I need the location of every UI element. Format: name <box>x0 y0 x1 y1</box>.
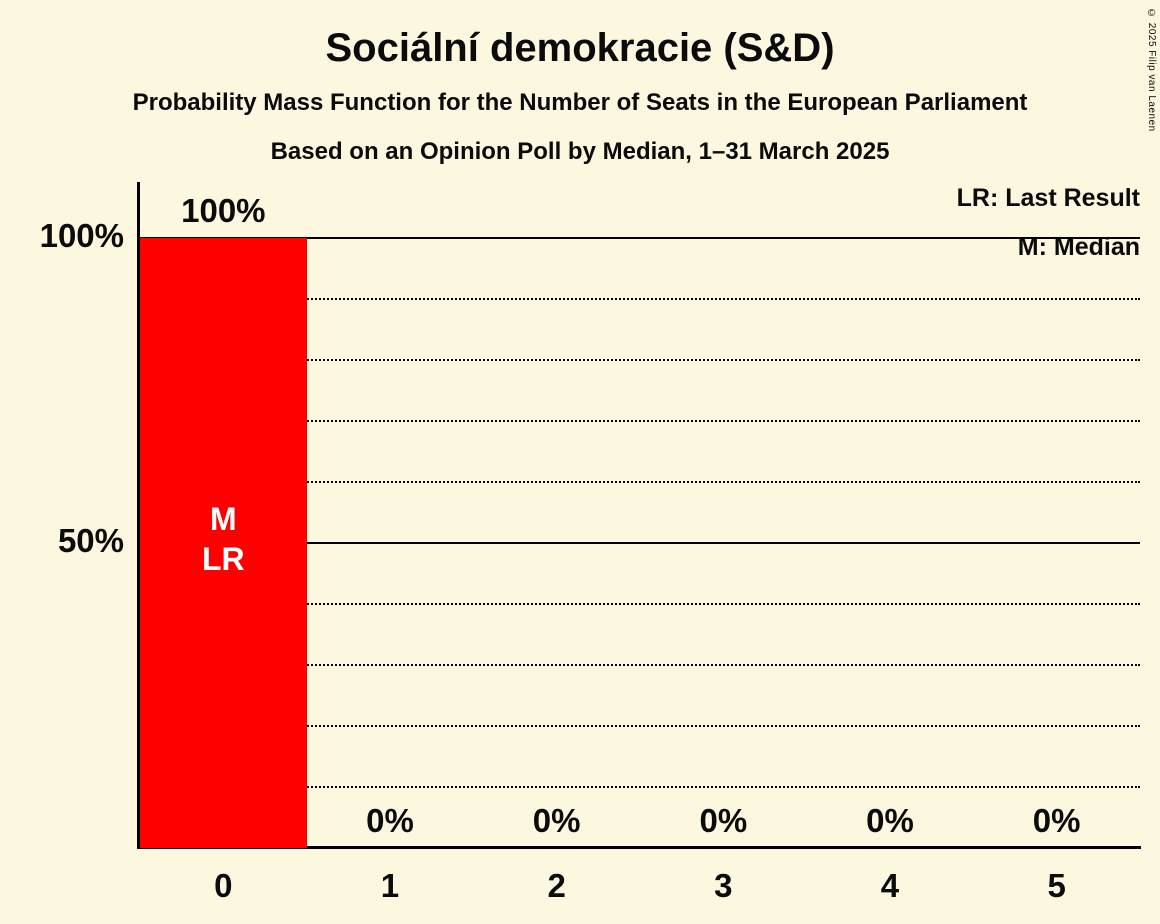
gridline-dotted <box>140 664 1140 666</box>
chart-subtitle: Probability Mass Function for the Number… <box>132 89 1028 116</box>
value-label-seats-2: 0% <box>532 802 581 839</box>
bar-annotation-line: M <box>210 501 237 537</box>
y-tick-100: 100% <box>39 217 124 254</box>
x-tick-5: 5 <box>1047 867 1066 904</box>
value-label-seats-1: 0% <box>366 802 414 839</box>
legend-last-result: LR: Last Result <box>956 184 1140 212</box>
gridline-dotted <box>140 359 1140 361</box>
y-tick-50: 50% <box>57 522 124 559</box>
gridline-dotted <box>140 603 1140 605</box>
x-tick-4: 4 <box>880 867 900 904</box>
x-tick-2: 2 <box>547 867 566 904</box>
chart-subtitle-poll: Based on an Opinion Poll by Median, 1–31… <box>270 138 890 165</box>
value-label-seats-3: 0% <box>699 802 748 839</box>
value-label-seats-4: 0% <box>866 802 914 839</box>
copyright-notice: © 2025 Filip van Laenen <box>1146 8 1157 132</box>
gridline-dotted <box>140 298 1140 300</box>
y-axis-line <box>137 182 140 848</box>
gridline-dotted <box>140 786 1140 788</box>
value-label-seats-0: 100% <box>181 192 266 229</box>
gridline-dotted <box>140 420 1140 422</box>
bar-annotation-seats-0: M LR <box>140 499 307 579</box>
x-axis-line <box>137 846 1141 849</box>
x-tick-0: 0 <box>214 867 233 904</box>
chart-title: Sociální demokracie (S&D) <box>325 26 835 70</box>
gridline-dotted <box>140 725 1140 727</box>
bar-annotation-line: LR <box>202 541 245 577</box>
x-tick-1: 1 <box>380 867 400 904</box>
gridline-solid <box>140 237 1140 239</box>
gridline-solid <box>140 542 1140 544</box>
bar-seats-0 <box>140 238 307 848</box>
x-tick-3: 3 <box>714 867 733 904</box>
value-label-seats-5: 0% <box>1032 802 1081 839</box>
gridline-dotted <box>140 481 1140 483</box>
